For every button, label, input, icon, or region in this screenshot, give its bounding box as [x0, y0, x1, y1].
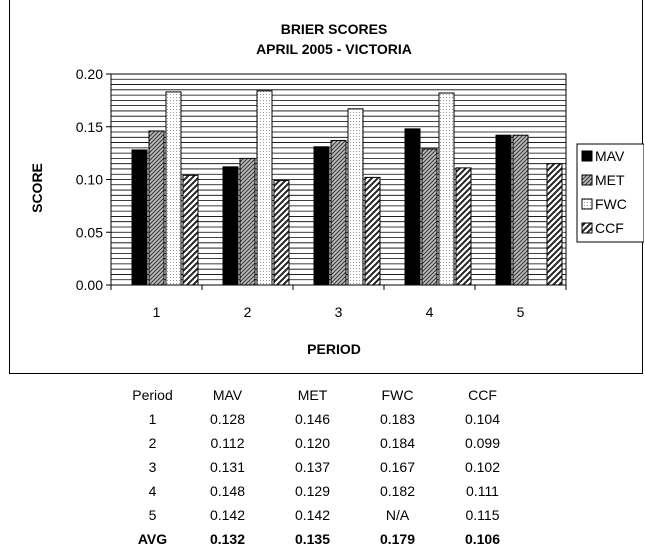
table-cell: 5	[148, 507, 157, 523]
bar-met-1	[148, 130, 165, 286]
table-cell: 0.142	[294, 507, 331, 523]
table-cell: 0.106	[464, 531, 501, 547]
legend-label-mav: MAV	[595, 148, 625, 164]
table-cell: 0.135	[294, 531, 331, 547]
table-cell: 0.129	[294, 483, 331, 499]
table-cell: 0.099	[464, 435, 501, 451]
table-cell: 0.167	[379, 459, 416, 475]
table-cell: 0.183	[379, 411, 416, 427]
legend-swatch-mav	[581, 150, 593, 162]
legend-label-fwc: FWC	[595, 196, 627, 212]
table-cell: 0.182	[379, 483, 416, 499]
y-tick-label: 0.10	[76, 172, 103, 188]
table-cell: AVG	[137, 531, 168, 547]
x-tick-label: 1	[153, 304, 161, 320]
table-avg-row: AVG 0.132 0.135 0.179 0.106	[120, 527, 525, 551]
bar-met-3	[330, 139, 347, 286]
bar-ccf-1	[182, 174, 199, 286]
table-cell: 0.142	[209, 507, 246, 523]
chart-title: BRIER SCORES	[281, 21, 388, 37]
table-cell: 2	[148, 435, 157, 451]
table-cell: 0.111	[466, 483, 499, 499]
x-tick-label: 5	[517, 304, 525, 320]
table-cell: 0.102	[464, 459, 501, 475]
y-axis-label: SCORE	[29, 163, 45, 213]
x-tick-label: 3	[335, 304, 343, 320]
table-row: 1 0.128 0.146 0.183 0.104	[120, 407, 525, 431]
table-header: CCF	[468, 387, 497, 403]
bar-fwc-3	[347, 108, 364, 286]
table-cell: 0.104	[464, 411, 501, 427]
x-axis-ticks: 1 2 3 4 5	[110, 285, 567, 320]
bar-chart: BRIER SCORES APRIL 2005 - VICTORIA 0.000…	[29, 21, 645, 357]
table-header: MET	[297, 387, 328, 403]
table-cell: 1	[148, 411, 157, 427]
bar-fwc-2	[256, 90, 273, 286]
table-cell: 0.131	[209, 459, 246, 475]
bars	[131, 90, 563, 286]
bar-ccf-4	[455, 167, 472, 286]
bar-mav-4	[404, 128, 421, 286]
table-cell: 0.120	[294, 435, 331, 451]
legend-label-met: MET	[595, 172, 625, 188]
table-cell: 0.132	[209, 531, 246, 547]
bar-ccf-2	[273, 180, 290, 286]
bar-mav-5	[495, 134, 512, 286]
y-tick-label: 0.15	[76, 119, 103, 135]
legend-swatch-fwc	[581, 198, 593, 210]
table-row: 3 0.131 0.137 0.167 0.102	[120, 455, 525, 479]
bar-mav-1	[131, 149, 148, 286]
table-row: 4 0.148 0.129 0.182 0.111	[120, 479, 525, 503]
y-tick-label: 0.00	[76, 277, 103, 293]
bar-ccf-3	[364, 176, 381, 286]
x-tick-label: 4	[426, 304, 434, 320]
bar-met-2	[239, 157, 256, 286]
table-cell: 4	[148, 483, 157, 499]
legend-swatch-met	[581, 174, 593, 186]
legend-swatch-ccf	[581, 222, 593, 234]
table-row: 5 0.142 0.142 N/A 0.115	[120, 503, 525, 527]
table-cell: 0.146	[294, 411, 331, 427]
x-axis-label: PERIOD	[307, 341, 361, 357]
x-tick-label: 2	[244, 304, 252, 320]
bar-mav-3	[313, 146, 330, 286]
table-cell: N/A	[385, 507, 410, 523]
table-header: Period	[132, 387, 173, 403]
table-cell: 0.115	[465, 507, 500, 523]
table-header: FWC	[381, 387, 414, 403]
legend: MAV MET FWC CCF	[576, 143, 645, 243]
table-cell: 0.137	[294, 459, 331, 475]
y-axis-ticks: 0.00 0.05 0.10 0.15 0.20	[76, 66, 111, 293]
table-cell: 0.148	[209, 483, 246, 499]
table-cell: 0.112	[210, 435, 245, 451]
legend-label-ccf: CCF	[595, 220, 624, 236]
bar-mav-2	[222, 166, 239, 286]
table-header-row: Period MAV MET FWC CCF	[120, 383, 525, 407]
bar-fwc-1	[165, 91, 182, 286]
y-tick-label: 0.05	[76, 224, 103, 240]
bar-met-4	[421, 148, 438, 286]
table-row: 2 0.112 0.120 0.184 0.099	[120, 431, 525, 455]
table-cell: 3	[148, 459, 157, 475]
chart-subtitle: APRIL 2005 - VICTORIA	[256, 41, 412, 57]
bar-ccf-5	[546, 163, 563, 286]
table-cell: 0.179	[379, 531, 416, 547]
table-cell: 0.128	[209, 411, 246, 427]
table-cell: 0.184	[379, 435, 416, 451]
table-header: MAV	[212, 387, 243, 403]
bar-met-5	[512, 134, 529, 286]
y-tick-label: 0.20	[76, 66, 103, 82]
scores-table: Period MAV MET FWC CCF 1 0.128 0.146 0.1…	[120, 383, 525, 551]
chart-frame: BRIER SCORES APRIL 2005 - VICTORIA 0.00 0…	[9, 0, 645, 374]
bar-fwc-4	[438, 92, 455, 286]
